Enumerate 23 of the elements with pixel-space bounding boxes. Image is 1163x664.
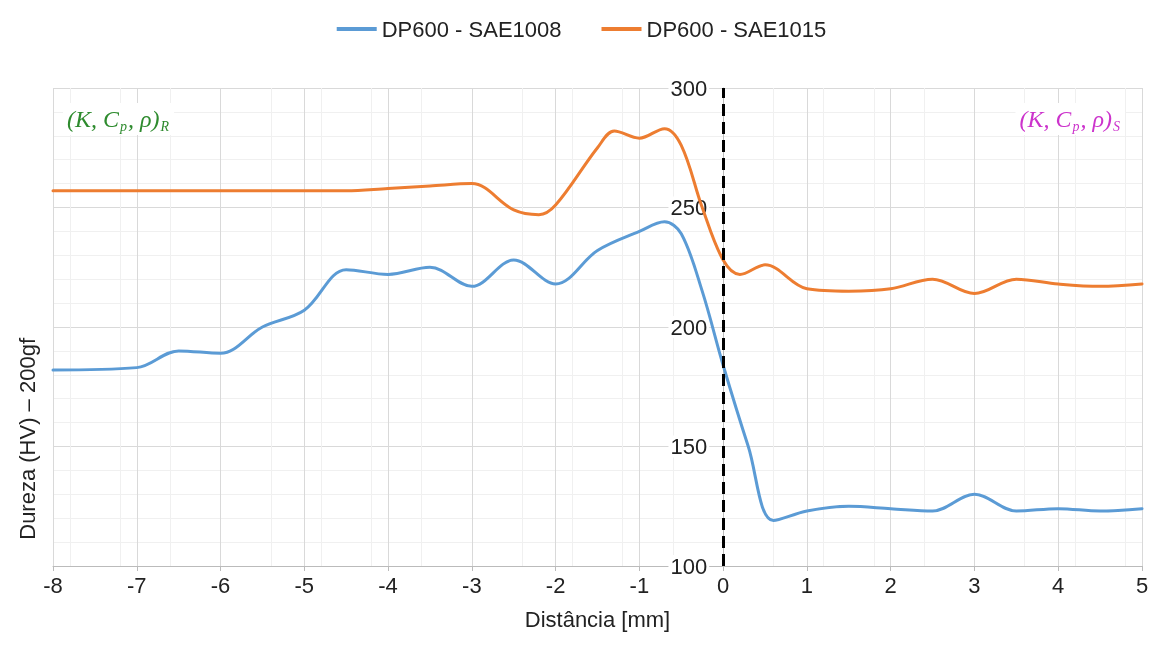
x-tick-label: -8 xyxy=(43,572,63,598)
line-series xyxy=(51,220,1144,523)
x-tick-label: -4 xyxy=(378,572,398,598)
x-tick-label: -3 xyxy=(462,572,482,598)
legend-label: DP600 - SAE1015 xyxy=(646,16,827,42)
x-tick-label: 2 xyxy=(884,572,897,598)
x-tick-label: 3 xyxy=(968,572,981,598)
y-tick-label: 100 xyxy=(670,553,708,579)
x-tick-label: -2 xyxy=(545,572,566,598)
x-tick-label: -5 xyxy=(294,572,315,598)
x-tick-label: 4 xyxy=(1052,572,1065,598)
x-axis-title: Distância [mm] xyxy=(524,606,671,632)
y-tick-label: 300 xyxy=(670,75,708,101)
x-tick-label: 5 xyxy=(1135,572,1149,598)
y-axis-title: Dureza (HV) – 200gf xyxy=(14,337,40,540)
y-tick-label: 200 xyxy=(670,314,708,340)
y-tick-label: 150 xyxy=(670,434,708,459)
x-tick-label: -7 xyxy=(126,572,147,598)
x-tick-label: 1 xyxy=(800,572,814,598)
x-tick-label: -6 xyxy=(210,572,231,598)
x-tick-label: 0 xyxy=(717,572,730,598)
x-tick-label: -1 xyxy=(629,572,650,598)
legend-label: DP600 - SAE1008 xyxy=(381,16,562,42)
